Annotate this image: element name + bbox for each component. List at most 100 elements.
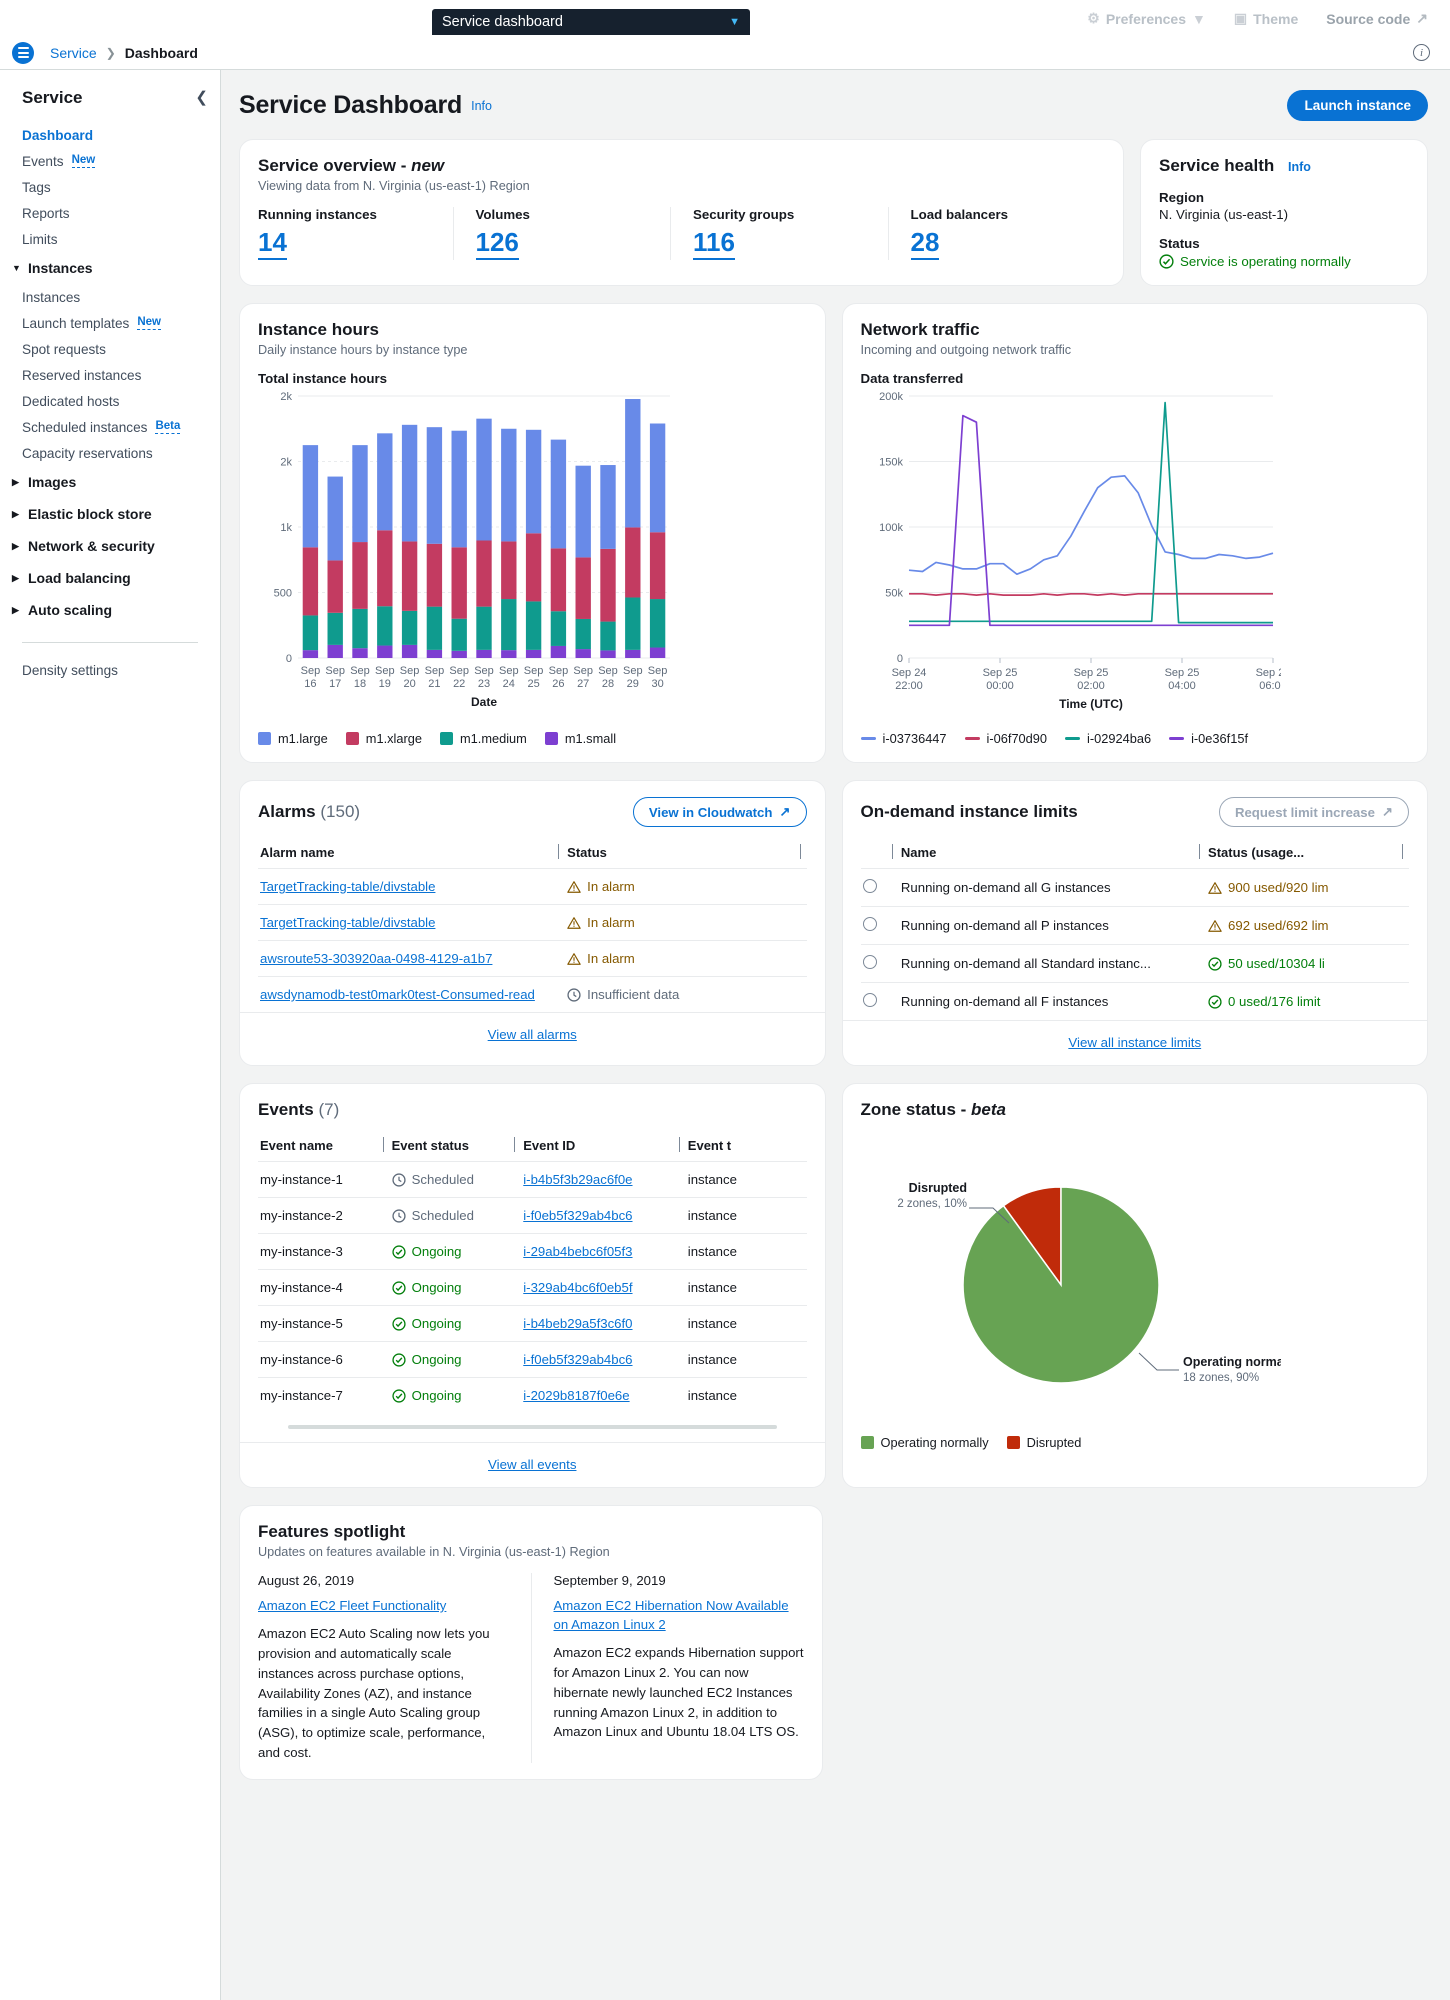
source-code-link[interactable]: Source code ↗: [1326, 10, 1428, 27]
bar-segment[interactable]: [327, 476, 343, 561]
limits-col-status[interactable]: Status (usage...: [1206, 839, 1409, 869]
info-icon[interactable]: i: [1413, 44, 1430, 61]
line-series[interactable]: [908, 592, 1273, 596]
pie-slice[interactable]: [961, 1186, 1160, 1384]
launch-instance-button[interactable]: Launch instance: [1287, 90, 1428, 121]
sidebar-item-spot-requests[interactable]: Spot requests: [0, 336, 220, 362]
feature-headline-link[interactable]: Amazon EC2 Fleet Functionality: [258, 1598, 447, 1613]
line-series[interactable]: [908, 475, 1273, 576]
sidebar-item-limits[interactable]: Limits: [0, 226, 220, 252]
bar-segment[interactable]: [600, 621, 616, 651]
line-series[interactable]: [908, 414, 1273, 627]
bar-segment[interactable]: [476, 606, 492, 650]
bar-segment[interactable]: [649, 532, 666, 600]
row-radio-button[interactable]: [862, 955, 877, 969]
bar-segment[interactable]: [525, 649, 542, 658]
bar-segment[interactable]: [501, 541, 517, 600]
bar-segment[interactable]: [401, 424, 418, 542]
bar-segment[interactable]: [501, 428, 517, 542]
bar-segment[interactable]: [550, 439, 567, 549]
sidebar-item-dashboard[interactable]: Dashboard: [0, 122, 220, 148]
bar-segment[interactable]: [476, 540, 492, 607]
legend-item[interactable]: i-02924ba6: [1065, 731, 1151, 746]
bar-segment[interactable]: [426, 606, 443, 650]
bar-segment[interactable]: [302, 615, 319, 651]
line-series[interactable]: [908, 401, 1273, 624]
row-radio-button[interactable]: [862, 993, 877, 1007]
sidebar-group-auto-scaling[interactable]: ▶ Auto scaling: [0, 594, 220, 626]
feature-headline-link[interactable]: Amazon EC2 Hibernation Now Available on …: [553, 1598, 789, 1633]
bar-segment[interactable]: [426, 543, 443, 607]
event-id-link[interactable]: i-329ab4bc6f0eb5f: [523, 1280, 633, 1295]
preferences-menu[interactable]: ⚙ Preferences ▼: [1087, 10, 1206, 27]
sidebar-item-events[interactable]: Events New: [0, 148, 220, 174]
bar-segment[interactable]: [451, 430, 467, 548]
bar-segment[interactable]: [352, 648, 368, 658]
alarms-col-name[interactable]: Alarm name: [258, 839, 566, 869]
sidebar-item-tags[interactable]: Tags: [0, 174, 220, 200]
instance-hours-bar-chart[interactable]: 05001k2k2kSep16Sep17Sep18Sep19Sep20Sep21…: [258, 386, 678, 716]
legend-item[interactable]: i-06f70d90: [964, 731, 1047, 746]
row-radio-button[interactable]: [862, 917, 877, 931]
menu-hamburger-icon[interactable]: [12, 41, 34, 64]
bar-segment[interactable]: [600, 548, 616, 622]
alarm-name-link[interactable]: TargetTracking-table/divstable: [260, 915, 436, 930]
sidebar-item-reports[interactable]: Reports: [0, 200, 220, 226]
theme-button[interactable]: ▣ Theme: [1234, 10, 1298, 27]
bar-segment[interactable]: [302, 547, 319, 616]
bar-segment[interactable]: [302, 445, 319, 548]
sidebar-item-density-settings[interactable]: Density settings: [0, 657, 220, 683]
bar-segment[interactable]: [600, 465, 616, 549]
page-info-link[interactable]: Info: [471, 98, 492, 113]
bar-segment[interactable]: [575, 465, 591, 558]
bar-segment[interactable]: [649, 599, 666, 648]
bar-segment[interactable]: [327, 644, 343, 658]
sidebar-item-scheduled-instances[interactable]: Scheduled instances Beta: [0, 414, 220, 440]
legend-item[interactable]: m1.xlarge: [345, 731, 422, 746]
limits-col-name[interactable]: Name: [898, 839, 1207, 869]
bar-segment[interactable]: [550, 645, 567, 658]
bar-segment[interactable]: [501, 599, 517, 651]
bar-segment[interactable]: [352, 608, 368, 649]
bar-segment[interactable]: [501, 650, 517, 658]
request-limit-increase-button[interactable]: Request limit increase ↗: [1218, 797, 1409, 827]
bar-segment[interactable]: [327, 560, 343, 613]
bar-segment[interactable]: [352, 445, 368, 543]
bar-segment[interactable]: [625, 597, 641, 650]
event-id-link[interactable]: i-29ab4bebc6f05f3: [523, 1244, 633, 1259]
alarm-name-link[interactable]: awsdynamodb-test0mark0test-Consumed-read: [260, 987, 535, 1002]
legend-item[interactable]: m1.large: [258, 731, 328, 746]
metric-value[interactable]: 14: [258, 227, 287, 260]
bar-segment[interactable]: [649, 423, 666, 533]
breadcrumb-service-link[interactable]: Service: [50, 44, 97, 61]
legend-item[interactable]: i-03736447: [860, 731, 947, 746]
bar-segment[interactable]: [401, 644, 418, 658]
row-radio-button[interactable]: [862, 879, 877, 893]
bar-segment[interactable]: [377, 433, 393, 531]
view-all-instance-limits-link[interactable]: View all instance limits: [1068, 1035, 1202, 1050]
event-id-link[interactable]: i-b4beb29a5f3c6f0: [523, 1316, 633, 1331]
sidebar-group-network-security[interactable]: ▶ Network & security: [0, 530, 220, 562]
bar-segment[interactable]: [625, 527, 641, 598]
bar-segment[interactable]: [476, 418, 492, 541]
events-col-status[interactable]: Event status: [389, 1132, 522, 1162]
alarms-col-status[interactable]: Status: [565, 839, 807, 869]
metric-value[interactable]: 28: [910, 227, 940, 260]
bar-segment[interactable]: [451, 650, 467, 658]
bar-segment[interactable]: [302, 650, 319, 658]
bar-segment[interactable]: [575, 649, 591, 658]
legend-item[interactable]: Operating normally: [860, 1435, 989, 1450]
events-col-id[interactable]: Event ID: [521, 1132, 686, 1162]
sidebar-item-reserved-instances[interactable]: Reserved instances: [0, 362, 220, 388]
bar-segment[interactable]: [426, 649, 443, 658]
sidebar-group-elastic-block-store[interactable]: ▶ Elastic block store: [0, 498, 220, 530]
view-all-events-link[interactable]: View all events: [488, 1457, 577, 1472]
bar-segment[interactable]: [550, 548, 567, 612]
event-id-link[interactable]: i-f0eb5f329ab4bc6: [523, 1208, 633, 1223]
bar-segment[interactable]: [377, 606, 393, 646]
bar-segment[interactable]: [401, 541, 418, 611]
event-id-link[interactable]: i-b4b5f3b29ac6f0e: [523, 1172, 633, 1187]
bar-segment[interactable]: [377, 530, 393, 607]
bar-segment[interactable]: [550, 611, 567, 646]
